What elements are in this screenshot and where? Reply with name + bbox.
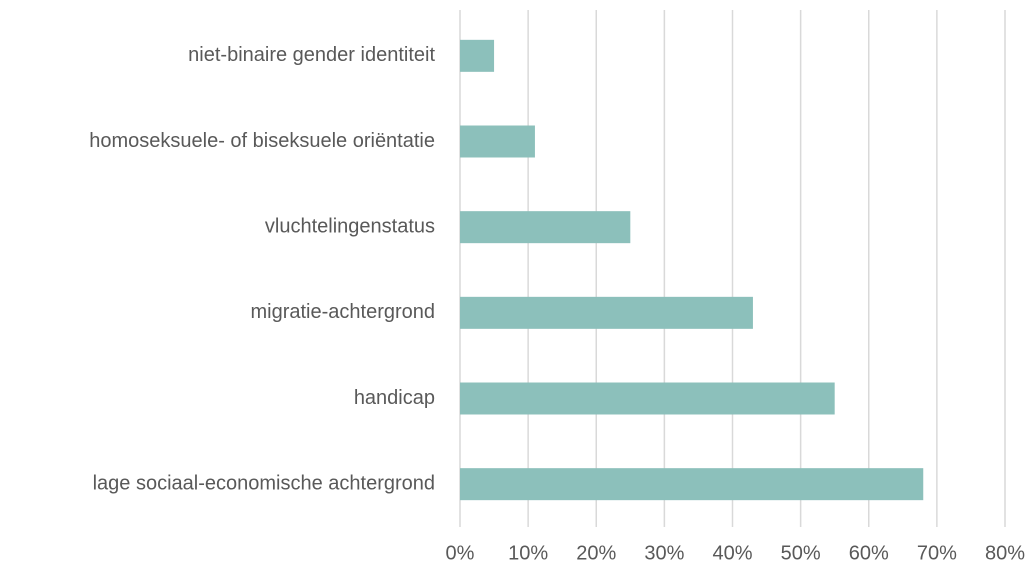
x-tick-label: 70% [917,542,957,564]
bar [460,296,753,329]
x-tick-label: 60% [849,542,889,564]
y-tick-label: migratie-achtergrond [250,301,435,323]
x-tick-label: 40% [712,542,752,564]
bar [460,382,835,415]
y-tick-label: vluchtelingenstatus [265,215,435,237]
x-tick-label: 30% [644,542,684,564]
x-tick-label: 20% [576,542,616,564]
x-tick-label: 10% [508,542,548,564]
y-tick-label: lage sociaal-economische achtergrond [93,472,435,494]
y-tick-label: niet-binaire gender identiteit [188,44,435,66]
bar [460,39,495,72]
bar [460,125,535,158]
x-tick-label: 0% [446,542,475,564]
y-tick-label: homoseksuele- of biseksuele oriëntatie [89,130,435,152]
y-tick-label: handicap [354,387,435,409]
bar [460,211,631,244]
bar [460,468,924,501]
x-tick-label: 50% [781,542,821,564]
x-tick-label: 80% [985,542,1025,564]
